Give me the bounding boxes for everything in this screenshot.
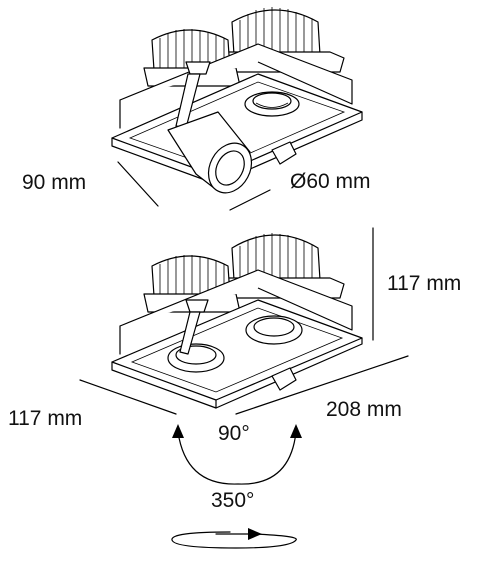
height-label: 117 mm: [387, 272, 461, 295]
tilt-arc-arrow: [172, 424, 302, 485]
rotation-ellipse-arrow: [171, 528, 297, 549]
tilt-arrowhead-left-icon: [172, 424, 184, 438]
tilt-arrowhead-right-icon: [290, 424, 302, 438]
bottom-clip: [271, 367, 297, 391]
width-dimension-line: [79, 379, 177, 415]
depth-dimension-line: [117, 161, 159, 207]
rotation-arrowhead-icon: [248, 528, 262, 540]
bottom-right-downlight: [245, 315, 303, 345]
bottom-left-downlight: [167, 299, 225, 373]
top-view-illustration: [111, 7, 363, 194]
rotation-label: 350°: [211, 489, 254, 512]
length-dimension-line: [235, 355, 409, 415]
bottom-view-illustration: [111, 233, 363, 409]
top-right-downlight: [244, 91, 300, 117]
length-label: 208 mm: [326, 398, 402, 421]
diameter-dimension-line: [229, 189, 271, 211]
diameter-label: Ø60 mm: [290, 170, 371, 193]
depth-label: 90 mm: [22, 171, 86, 194]
tilt-label: 90°: [218, 422, 250, 445]
top-clip: [271, 141, 297, 165]
width-label: 117 mm: [8, 407, 82, 430]
top-tilted-spot: [167, 61, 253, 194]
